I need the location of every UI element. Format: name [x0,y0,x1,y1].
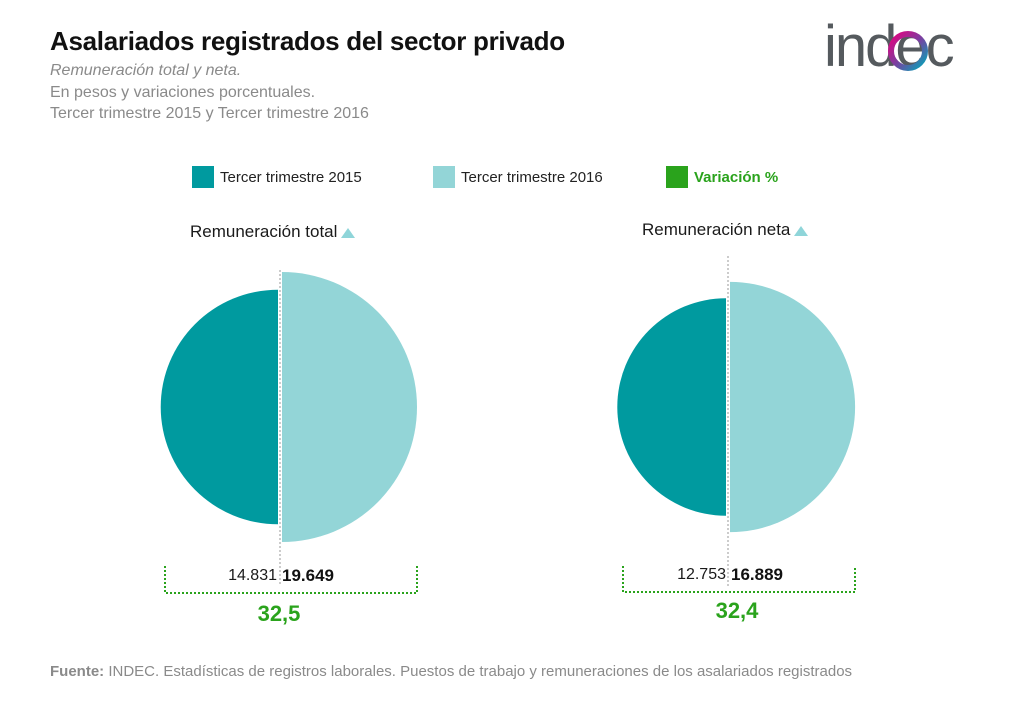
subtitle-period: Tercer trimestre 2015 y Tercer trimestre… [50,105,369,122]
source-label: Fuente: [50,663,105,680]
half-circle-2016 [730,281,856,533]
subtitle-measure: Remuneración total y neta. [50,62,242,79]
half-circle-chart-neta [617,256,856,593]
variation-bracket [622,566,856,593]
value-2016-neta: 16.889 [731,565,783,584]
variation-total: 32,5 [257,601,301,626]
legend-label-variation: Variación % [694,168,779,186]
half-circle-2015 [160,289,278,525]
subtitle-units: En pesos y variaciones porcentuales. [50,84,316,101]
legend-item-2016: Tercer trimestre 2016 [433,166,603,188]
half-circle-2016 [282,272,417,542]
chart-title: Asalariados registrados del sector priva… [50,26,565,56]
legend-label-2015: Tercer trimestre 2015 [220,168,362,186]
value-2015-neta: 12.753 [677,566,726,583]
legend-item-2015: Tercer trimestre 2015 [192,166,362,188]
chart-title-neta: Remuneración neta [642,220,809,240]
legend-swatch-variation [666,166,688,188]
value-2015-total: 14.831 [228,567,277,584]
indec-logo: indec [824,14,956,78]
half-circle-2015 [617,298,726,516]
legend-label-2016: Tercer trimestre 2016 [461,168,603,186]
chart-title-total-text: Remuneración total [190,222,338,241]
variation-bracket [164,566,418,594]
legend-swatch-2016 [433,166,455,188]
chart-title-total: Remuneración total [190,222,356,242]
value-2016-total: 19.649 [282,566,334,585]
half-circle-chart-total [160,270,418,594]
source-note: Fuente: INDEC. Estadísticas de registros… [50,663,852,680]
chart-title-neta-text: Remuneración neta [642,220,791,239]
legend-item-variation: Variación % [666,166,778,188]
triangle-up-icon [341,228,356,238]
source-text: INDEC. Estadísticas de registros laboral… [104,663,853,680]
variation-neta: 32,4 [715,598,759,623]
legend-swatch-2015 [192,166,214,188]
triangle-up-icon [794,226,809,236]
